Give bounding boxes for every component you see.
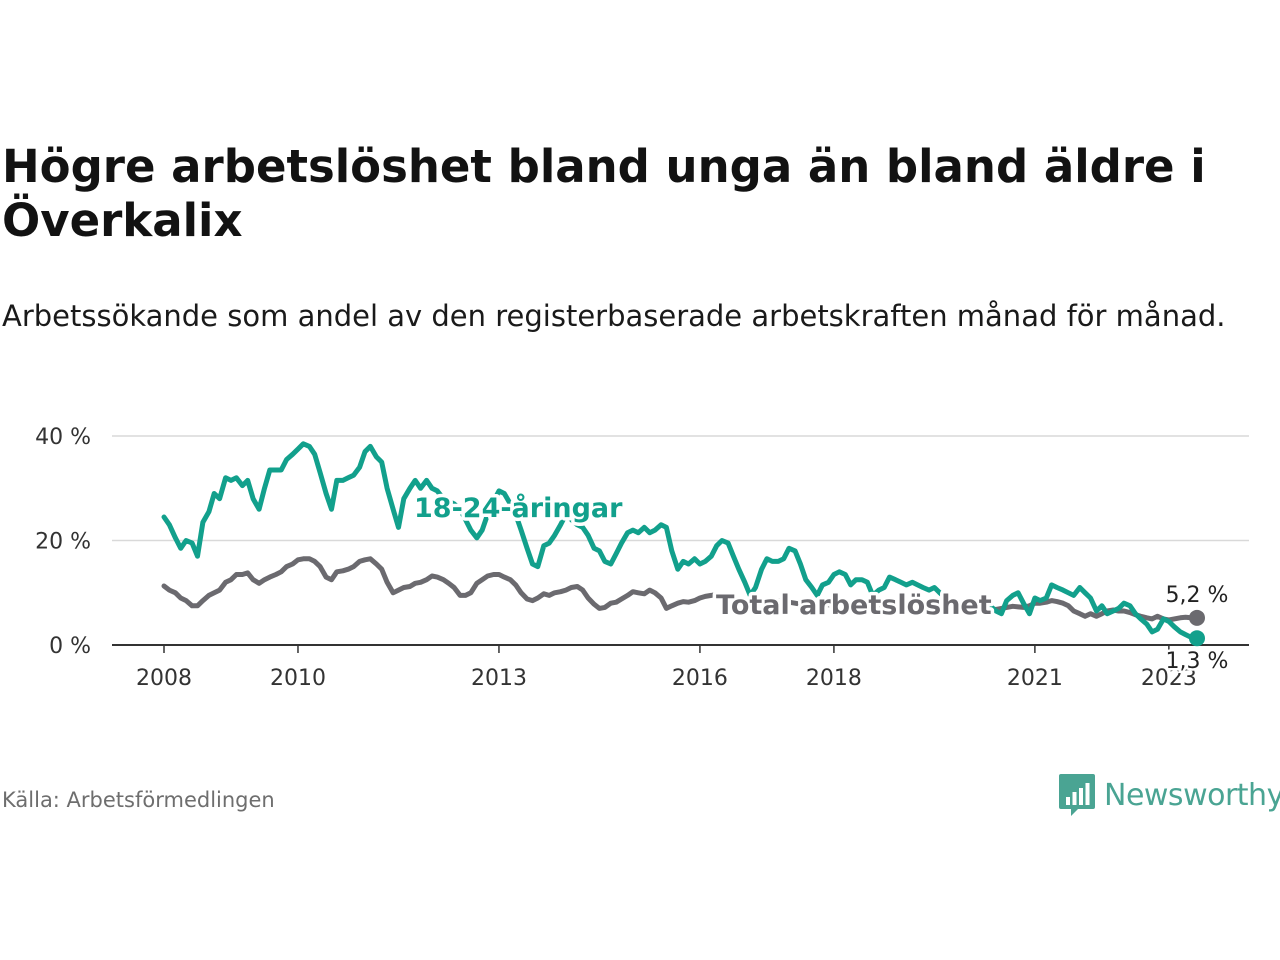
series-labels: 18-24-åringar Total arbetslöshet 5,2 % 1,3 … bbox=[411, 489, 1231, 677]
gridlines bbox=[112, 435, 1249, 646]
x-tick-label: 2018 bbox=[806, 666, 862, 691]
line-chart: 0 % 20 % 40 % 2008 2010 2013 2016 2018 2021 2023… bbox=[35, 425, 1249, 691]
x-tick-label: 2010 bbox=[270, 666, 326, 691]
x-tick-label: 2008 bbox=[136, 666, 192, 691]
bar-chart-icon bbox=[1059, 774, 1095, 816]
end-label-youth: 1,3 % bbox=[1166, 649, 1229, 674]
x-tick-label: 2023 bbox=[1141, 666, 1197, 691]
y-tick-label: 0 % bbox=[49, 634, 91, 659]
end-point-youth bbox=[1189, 630, 1205, 647]
chart-subtitle: Arbetssökande som andel av den registerb… bbox=[2, 299, 1226, 333]
chart-title: Högre arbetslöshet bland unga än bland ä… bbox=[2, 140, 1206, 247]
series-label-total: Total arbetslöshet bbox=[716, 590, 992, 621]
x-axis-ticks: 2008 2010 2013 2016 2018 2021 2023 bbox=[136, 645, 1197, 691]
x-tick-label: 2021 bbox=[1007, 666, 1063, 691]
series-lines bbox=[161, 441, 1205, 647]
end-point-total bbox=[1189, 609, 1205, 626]
brand-logo[interactable]: Newsworthy bbox=[1058, 772, 1280, 818]
y-tick-label: 20 % bbox=[35, 530, 91, 555]
y-axis-ticks: 0 % 20 % 40 % bbox=[35, 425, 91, 659]
x-tick-label: 2013 bbox=[471, 666, 527, 691]
end-label-total: 5,2 % bbox=[1166, 583, 1229, 608]
x-tick-label: 2016 bbox=[672, 666, 728, 691]
brand-name: Newsworthy bbox=[1104, 777, 1280, 813]
source-note: Källa: Arbetsförmedlingen bbox=[2, 788, 275, 812]
y-tick-label: 40 % bbox=[35, 425, 91, 450]
series-line-youth bbox=[161, 441, 1200, 641]
series-label-youth: 18-24-åringar bbox=[414, 492, 623, 524]
